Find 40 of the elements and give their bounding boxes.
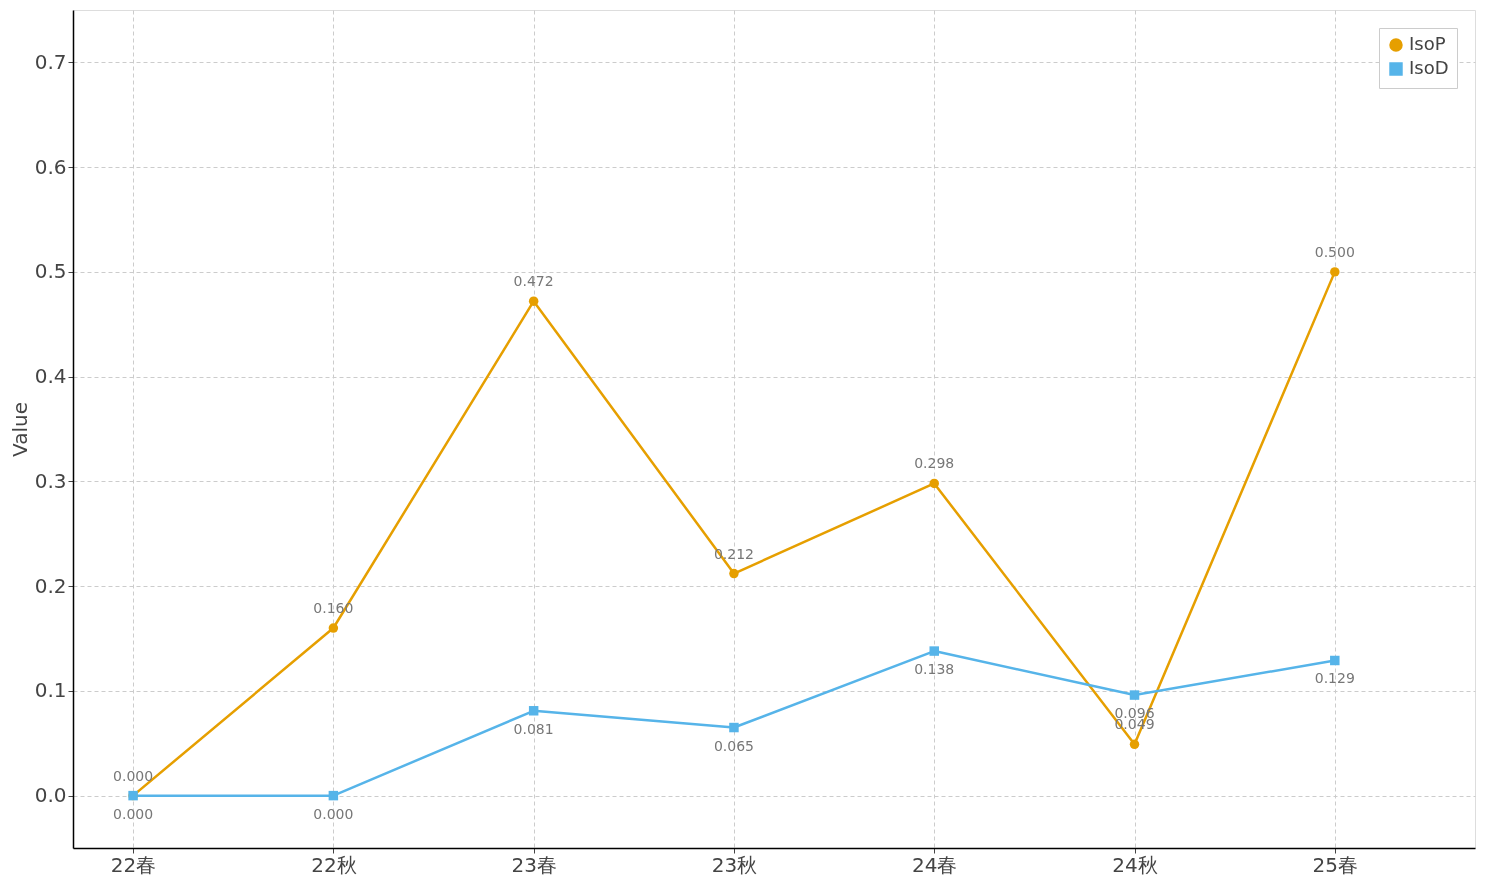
- legend-label: IsoD: [1409, 57, 1449, 78]
- point: [1330, 655, 1340, 666]
- data-label: 0.000: [113, 767, 154, 784]
- point: [528, 706, 539, 716]
- point: [729, 568, 739, 579]
- x-tick-label: 22春: [110, 852, 157, 877]
- legend-label: IsoP: [1409, 33, 1446, 54]
- x-tick-label: 23春: [511, 852, 557, 877]
- y-axis-title: Value: [7, 402, 32, 457]
- data-label: 0.000: [313, 805, 354, 822]
- x-tick-label: 24秋: [1112, 852, 1158, 877]
- point: [328, 790, 339, 801]
- point: [729, 722, 739, 733]
- point: [1330, 267, 1340, 277]
- x-tick-label: 22秋: [311, 852, 357, 877]
- point: [929, 478, 939, 489]
- point: [528, 296, 539, 306]
- x-tick-label: 23秋: [711, 852, 758, 877]
- data-label: 0.298: [914, 455, 955, 472]
- data-label: 0.472: [513, 273, 554, 290]
- point: [328, 623, 339, 633]
- data-label: 0.065: [713, 737, 754, 754]
- data-label: 0.129: [1314, 670, 1355, 687]
- data-label: 0.000: [113, 805, 154, 822]
- point: [929, 646, 939, 656]
- y-tick-label: 0.7: [34, 49, 67, 74]
- data-label: 0.500: [1314, 243, 1355, 260]
- y-tick-label: 0.0: [34, 783, 67, 808]
- x-tick-label: 24春: [912, 852, 958, 877]
- y-tick-label: 0.1: [34, 678, 67, 703]
- data-label: 0.138: [914, 661, 955, 678]
- y-tick-label: 0.6: [34, 154, 67, 179]
- x-tick-label: 25春: [1312, 852, 1359, 877]
- data-label: 0.081: [513, 720, 554, 737]
- point: [1129, 739, 1140, 750]
- y-tick-label: 0.4: [34, 364, 67, 389]
- point: [1129, 690, 1140, 700]
- y-tick-label: 0.5: [34, 259, 67, 284]
- y-tick-label: 0.3: [34, 468, 67, 493]
- y-tick-label: 0.2: [34, 573, 67, 598]
